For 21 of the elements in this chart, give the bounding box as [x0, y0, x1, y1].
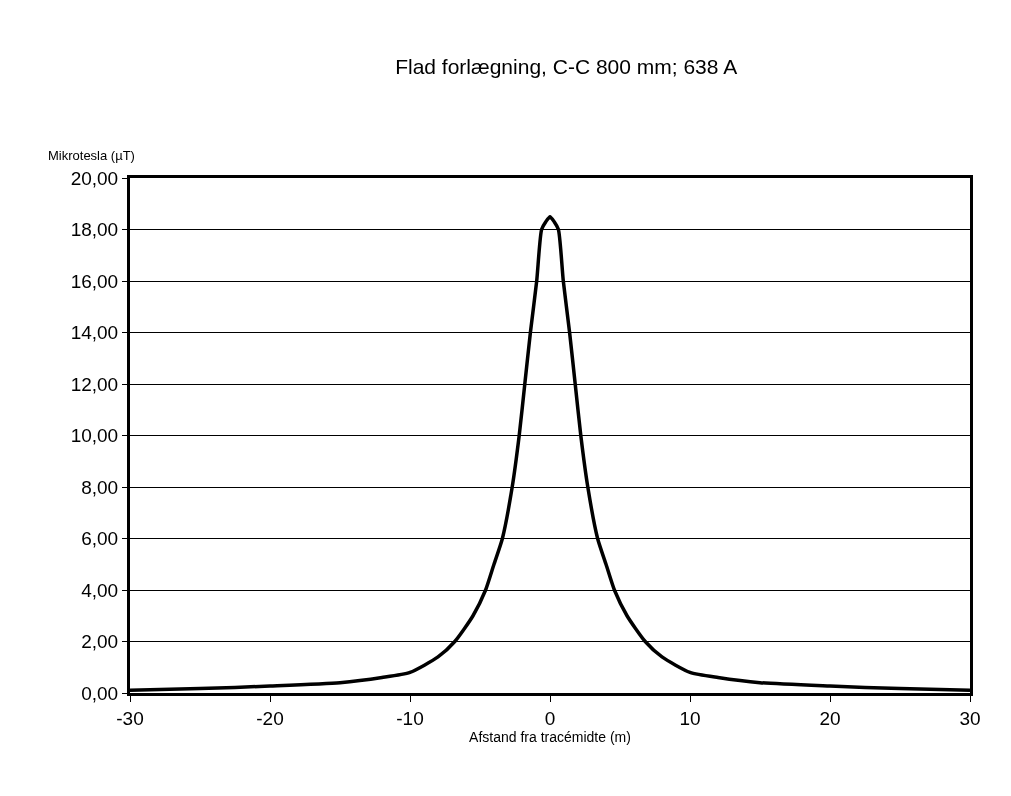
y-tick-label: 2,00 [81, 631, 119, 653]
x-tick-label: 10 [679, 707, 701, 729]
x-tick-label: -10 [396, 707, 424, 729]
y-tick-label: 4,00 [81, 579, 119, 601]
y-tick-label: 14,00 [70, 322, 119, 344]
y-tick-label: 16,00 [70, 270, 119, 292]
x-tick-label: -30 [116, 707, 144, 729]
x-tick-label: -20 [256, 707, 284, 729]
x-tick-label: 30 [959, 707, 981, 729]
y-tick-label: 12,00 [70, 373, 119, 395]
y-tick-label: 8,00 [81, 476, 119, 498]
y-axis-title: Mikrotesla (µT) [48, 148, 135, 163]
y-tick-label: 6,00 [81, 528, 119, 550]
y-tick-label: 10,00 [70, 425, 119, 447]
y-tick-label: 18,00 [70, 219, 119, 241]
x-tick-label: 0 [544, 707, 556, 729]
x-tick-label: 20 [819, 707, 841, 729]
x-axis-title: Afstand fra tracémidte (m) [469, 728, 631, 745]
y-tick-label: 20,00 [70, 167, 119, 189]
y-tick-label: 0,00 [81, 682, 119, 704]
chart-title: Flad forlægning, C-C 800 mm; 638 A [395, 55, 738, 79]
